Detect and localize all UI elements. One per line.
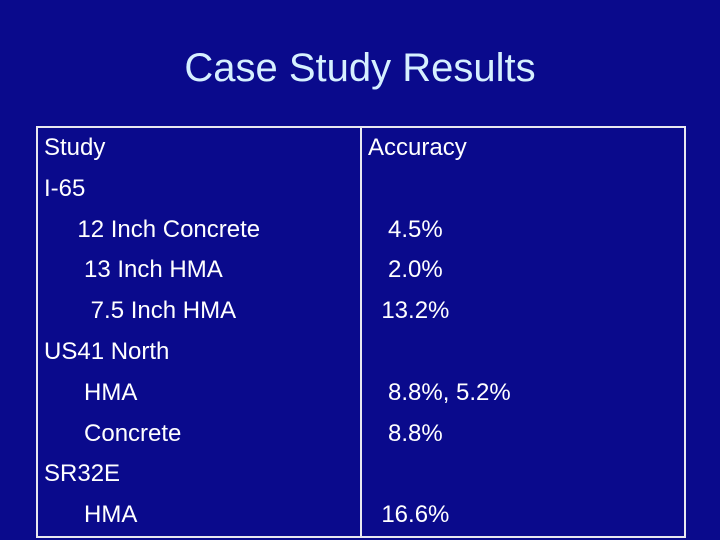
accuracy-value: 8.8%, 5.2% bbox=[368, 378, 511, 406]
accuracy-value bbox=[362, 454, 684, 495]
accuracy-column: Accuracy 4.5% 2.0% 13.2% 8.8%, 5.2% 8.8%… bbox=[360, 126, 686, 538]
accuracy-value: 13.2% bbox=[368, 297, 450, 325]
study-header: Study bbox=[44, 134, 106, 161]
accuracy-value: 4.5% bbox=[368, 215, 443, 243]
accuracy-value: 16.6% bbox=[368, 501, 450, 529]
study-item: HMA bbox=[44, 378, 138, 406]
study-item: 12 Inch Concrete bbox=[44, 215, 261, 243]
accuracy-header: Accuracy bbox=[368, 134, 467, 161]
study-group-i65: I-65 bbox=[44, 174, 86, 202]
study-group-us41: US41 North bbox=[44, 337, 170, 365]
table-row: Study I-65 12 Inch Concrete 13 Inch HMA … bbox=[36, 126, 686, 538]
study-item: Concrete bbox=[44, 419, 182, 447]
accuracy-value bbox=[362, 332, 684, 373]
accuracy-value bbox=[362, 169, 684, 210]
study-item: 7.5 Inch HMA bbox=[44, 297, 237, 325]
study-item: HMA bbox=[44, 501, 138, 529]
study-group-sr32e: SR32E bbox=[44, 460, 121, 488]
slide-title: Case Study Results bbox=[184, 46, 536, 90]
results-table: Study I-65 12 Inch Concrete 13 Inch HMA … bbox=[36, 126, 686, 538]
study-item: 13 Inch HMA bbox=[44, 256, 223, 284]
study-column: Study I-65 12 Inch Concrete 13 Inch HMA … bbox=[36, 126, 362, 538]
accuracy-value: 8.8% bbox=[368, 419, 443, 447]
accuracy-value: 2.0% bbox=[368, 256, 443, 284]
